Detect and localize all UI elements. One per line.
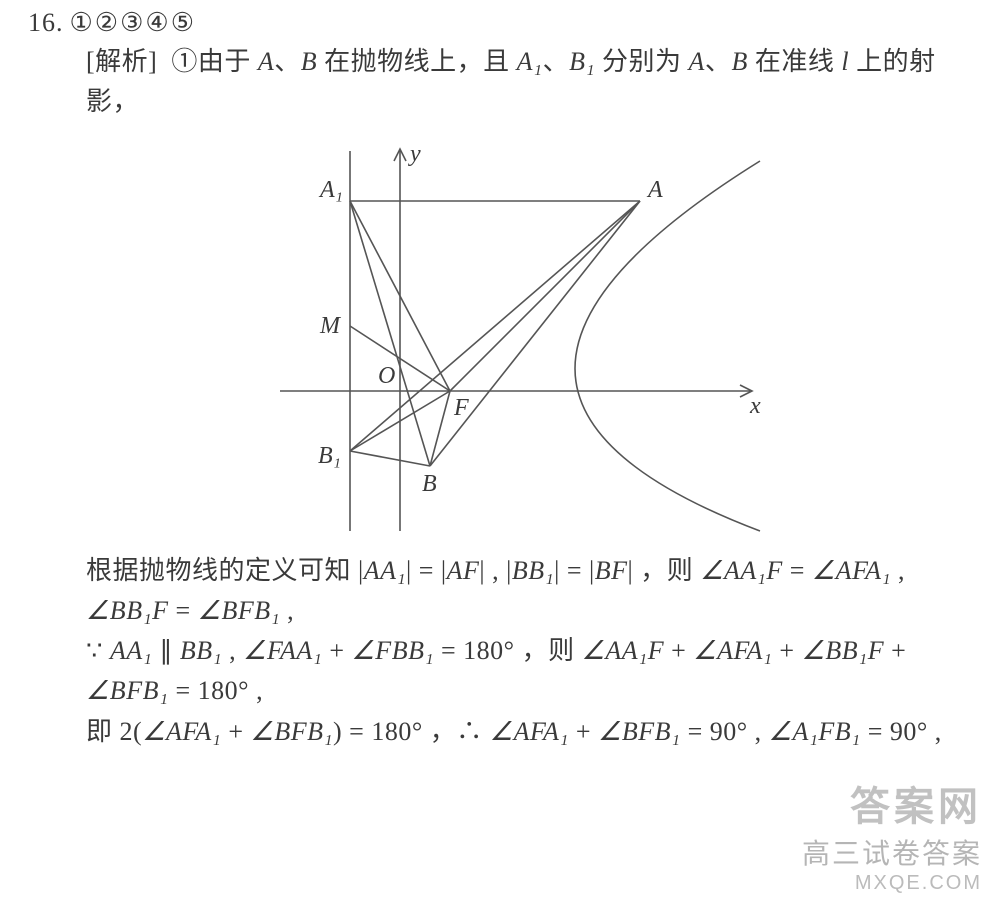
- p4a: 即: [86, 717, 113, 746]
- fig-label-A1: A₁: [318, 177, 343, 203]
- sym-B-2: B: [731, 47, 747, 76]
- watermark-bot: MXQE.COM: [802, 872, 982, 895]
- BB1a: BB₁: [512, 556, 554, 585]
- angA1FB1: ∠A₁FB₁: [769, 717, 861, 746]
- d90a: 90°: [710, 717, 748, 746]
- p2a: 根据抛物线的定义可知: [86, 556, 351, 585]
- fig-label-B1: B₁: [318, 443, 341, 469]
- angAA1F: ∠AA₁F: [700, 556, 783, 585]
- p2b: ，则: [640, 556, 693, 585]
- BFa: BF: [595, 556, 628, 585]
- p1-mid3: 在准线: [755, 47, 835, 76]
- angAFA12: ∠AFA₁: [693, 636, 772, 665]
- fig-label-y: y: [408, 141, 421, 167]
- d180c: 180°: [371, 717, 422, 746]
- angBB1F2: ∠BB₁F: [802, 636, 885, 665]
- answer-circled: ①②③④⑤: [70, 8, 197, 38]
- sym-A-2: A: [689, 47, 705, 76]
- fig-label-x: x: [749, 393, 761, 419]
- question-number: 16.: [28, 8, 64, 38]
- fig-label-M: M: [319, 313, 342, 339]
- angAA1F2: ∠AA₁F: [582, 636, 665, 665]
- analysis-label: [解析]: [86, 47, 157, 76]
- p1-mid2: 分别为: [602, 47, 682, 76]
- BB1p: BB₁: [180, 636, 222, 665]
- para3: ∵ AA₁ ∥ BB₁ , ∠FAA₁ + ∠FBB₁ = 180° ，则 ∠A…: [86, 631, 962, 712]
- watermark-mid: 高三试卷答案: [802, 832, 982, 872]
- fig-label-B: B: [422, 471, 437, 497]
- sym-A1: A₁: [517, 47, 543, 76]
- d180b: 180°: [198, 676, 249, 705]
- parabola-figure: A A₁ M O F B B₁ y x: [220, 131, 780, 541]
- d90b: 90°: [890, 717, 928, 746]
- angFBB1: ∠FBB₁: [352, 636, 435, 665]
- sym-A: A: [258, 47, 274, 76]
- angBB1F: ∠BB₁F: [86, 596, 169, 625]
- angBFB12: ∠BFB₁: [86, 676, 169, 705]
- angFAA1: ∠FAA₁: [243, 636, 322, 665]
- fig-label-F: F: [453, 395, 469, 421]
- fig-label-O: O: [378, 363, 395, 389]
- watermark-top: 答案网: [802, 774, 982, 832]
- AA1p: AA₁: [110, 636, 152, 665]
- sym-l: l: [841, 47, 849, 76]
- angAFA13: ∠AFA₁: [142, 717, 221, 746]
- angBFB14: ∠BFB₁: [598, 717, 681, 746]
- p3b: ，则: [522, 636, 575, 665]
- fig-label-A: A: [646, 177, 663, 203]
- angAFA1: ∠AFA₁: [812, 556, 891, 585]
- para2: 根据抛物线的定义可知 |AA₁| = |AF| , |BB₁| = |BF| ，…: [86, 551, 962, 632]
- angAFA14: ∠AFA₁: [490, 717, 569, 746]
- para4: 即 2(∠AFA₁ + ∠BFB₁) = 180° ，∴ ∠AFA₁ + ∠BF…: [86, 712, 962, 752]
- sym-B1: B₁: [569, 47, 595, 76]
- p3a: ∵: [86, 636, 103, 665]
- analysis-line-1: [解析] ①由于 A、B 在抛物线上，且 A₁、B₁ 分别为 A、B 在准线 l…: [86, 42, 962, 123]
- d180a: 180°: [463, 636, 514, 665]
- watermark: 答案网 高三试卷答案 MXQE.COM: [802, 774, 982, 895]
- p1-mid1: 在抛物线上，且: [324, 47, 510, 76]
- angBFB1: ∠BFB₁: [198, 596, 281, 625]
- p1-lead: ①由于: [171, 47, 251, 76]
- angBFB13: ∠BFB₁: [251, 717, 334, 746]
- p4b: ，∴: [430, 717, 483, 746]
- AFa: AF: [447, 556, 480, 585]
- AA1a: AA₁: [364, 556, 406, 585]
- sym-B: B: [301, 47, 317, 76]
